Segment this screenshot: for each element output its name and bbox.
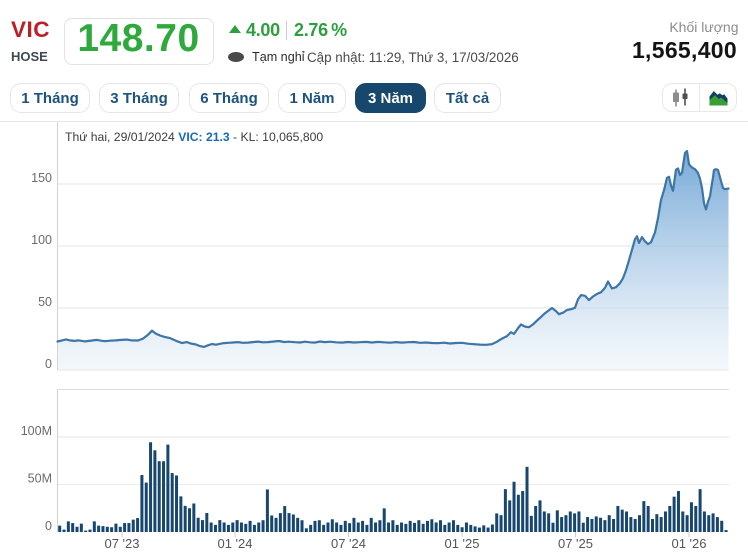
svg-text:Thứ hai, 29/01/2024 VIC: 21.3: Thứ hai, 29/01/2024 VIC: 21.3 - KL: 10,0… bbox=[65, 130, 323, 144]
svg-text:100M: 100M bbox=[21, 424, 52, 438]
svg-text:07 '24: 07 '24 bbox=[331, 536, 366, 551]
svg-text:50M: 50M bbox=[28, 472, 52, 486]
svg-text:07 '25: 07 '25 bbox=[558, 536, 593, 551]
svg-text:150: 150 bbox=[31, 171, 52, 185]
svg-text:0: 0 bbox=[45, 519, 52, 533]
svg-text:01 '25: 01 '25 bbox=[444, 536, 479, 551]
svg-text:50: 50 bbox=[38, 295, 52, 309]
svg-text:01 '24: 01 '24 bbox=[217, 536, 252, 551]
svg-text:01 '26: 01 '26 bbox=[671, 536, 706, 551]
svg-text:0: 0 bbox=[45, 357, 52, 371]
svg-text:07 '23: 07 '23 bbox=[104, 536, 139, 551]
svg-text:100: 100 bbox=[31, 233, 52, 247]
